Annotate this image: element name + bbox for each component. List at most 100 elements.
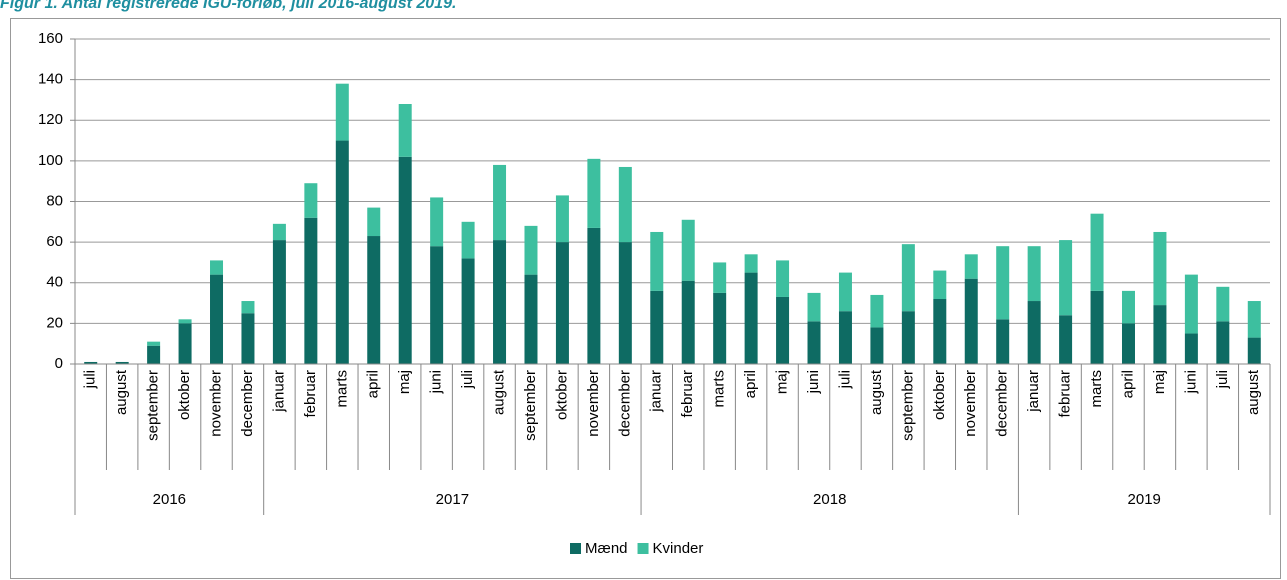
x-tick-label: marts (711, 370, 728, 408)
bar-segment (744, 254, 758, 273)
bar-segment (304, 217, 318, 364)
x-tick-label: december (994, 370, 1011, 437)
x-tick-label: januar (1025, 370, 1042, 413)
bar-segment (1027, 301, 1041, 364)
bar-segment (147, 341, 161, 346)
bar-segment (147, 345, 161, 364)
x-tick-label: juli (459, 370, 476, 389)
bar-segment (1247, 337, 1261, 364)
bar-segment (870, 294, 884, 328)
bar-segment (367, 236, 381, 364)
bar-segment (241, 313, 255, 364)
bar-segment (1216, 321, 1230, 364)
bar-segment (398, 104, 412, 157)
bar-segment (838, 311, 852, 364)
bar-segment (807, 321, 821, 364)
bar-segment (115, 361, 129, 364)
x-tick-label: januar (648, 370, 665, 413)
bar-segment (304, 183, 318, 218)
x-tick-label: oktober (176, 370, 193, 420)
x-tick-label: september (899, 370, 916, 441)
bar-segment (964, 254, 978, 279)
chart-frame (10, 18, 1281, 579)
x-tick-label: juni (428, 370, 445, 394)
x-tick-label: marts (1088, 370, 1105, 408)
bar-segment (933, 299, 947, 364)
bar-segment (618, 242, 632, 364)
bar-segment (430, 246, 444, 364)
y-tick-label: 100 (38, 152, 63, 169)
bar-segment (1153, 231, 1167, 306)
x-tick-label: november (962, 370, 979, 437)
x-tick-label: april (742, 370, 759, 398)
x-tick-label: august (868, 369, 885, 415)
bar-segment (1184, 333, 1198, 364)
bar-segment (210, 274, 224, 364)
bar-segment (587, 227, 601, 364)
bar-segment (807, 292, 821, 322)
x-tick-label: juni (1182, 370, 1199, 394)
bar-segment (681, 280, 695, 364)
bar-segment (1059, 240, 1073, 316)
x-tick-label: september (522, 370, 539, 441)
bar-segment (996, 319, 1010, 364)
y-tick-label: 140 (38, 71, 63, 88)
bar-segment (241, 301, 255, 314)
x-tick-label: oktober (553, 370, 570, 420)
group-label: 2018 (813, 491, 846, 508)
x-tick-label: juli (82, 370, 99, 389)
bar-segment (1090, 290, 1104, 364)
bar-segment (996, 246, 1010, 320)
x-tick-label: februar (1057, 370, 1074, 418)
x-tick-label: april (365, 370, 382, 398)
x-tick-label: november (585, 370, 602, 437)
group-label: 2019 (1128, 491, 1161, 508)
x-tick-label: juli (836, 370, 853, 389)
x-tick-label: maj (1151, 370, 1168, 394)
x-tick-label: september (145, 370, 162, 441)
x-tick-label: februar (679, 370, 696, 418)
bar-segment (430, 197, 444, 247)
bar-segment (555, 242, 569, 364)
y-tick-label: 80 (46, 192, 63, 209)
y-tick-label: 0 (55, 355, 63, 372)
y-tick-label: 40 (46, 274, 63, 291)
bar-segment (398, 156, 412, 364)
bar-segment (1247, 301, 1261, 338)
bar-segment (210, 260, 224, 275)
bar-segment (461, 221, 475, 259)
legend-swatch (570, 543, 581, 554)
bar-segment (713, 262, 727, 293)
x-tick-label: februar (302, 370, 319, 418)
bar-segment (84, 361, 98, 364)
bar-segment (524, 225, 538, 275)
chart-title: Figur 1. Antal registrerede IGU-forløb, … (0, 0, 456, 12)
legend-swatch (637, 543, 649, 554)
bar-segment (1090, 213, 1104, 291)
x-tick-label: november (207, 370, 224, 437)
x-tick-label: december (616, 370, 633, 437)
x-tick-label: maj (396, 370, 413, 394)
bar-segment (650, 290, 664, 364)
bar-segment (744, 272, 758, 364)
bar-segment (178, 323, 192, 364)
bar-segment (335, 140, 349, 364)
group-label: 2016 (153, 491, 186, 508)
x-tick-label: december (239, 370, 256, 437)
bar-segment (587, 158, 601, 228)
bar-segment (838, 272, 852, 312)
x-tick-label: juli (1214, 370, 1231, 389)
x-tick-label: marts (333, 370, 350, 408)
bar-segment (1059, 315, 1073, 364)
bar-segment (776, 260, 790, 297)
bar-segment (618, 166, 632, 243)
bar-segment (1184, 274, 1198, 334)
y-tick-label: 120 (38, 111, 63, 128)
bar-segment (901, 311, 915, 364)
bar-segment (776, 296, 790, 364)
x-tick-label: august (113, 369, 130, 415)
bar-segment (1121, 290, 1135, 324)
bar-segment (964, 278, 978, 364)
bar-segment (1153, 305, 1167, 364)
